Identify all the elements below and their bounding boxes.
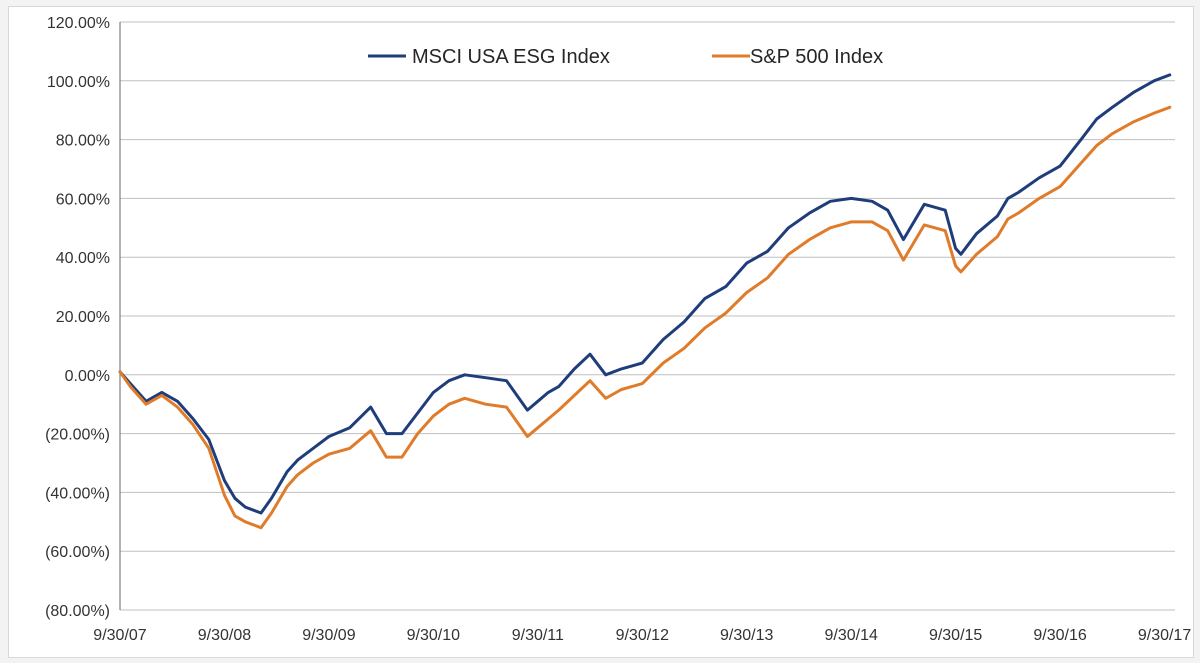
x-tick-label: 9/30/14 bbox=[824, 627, 877, 644]
gridlines bbox=[120, 21, 1175, 611]
y-tick-label: (60.00%) bbox=[45, 544, 110, 561]
chart-frame bbox=[8, 6, 1194, 658]
series-lines bbox=[118, 73, 1172, 530]
y-tick-label: (40.00%) bbox=[45, 485, 110, 502]
y-tick-label: 120.00% bbox=[47, 15, 110, 32]
x-tick-label: 9/30/09 bbox=[302, 627, 355, 644]
series-line-sp500 bbox=[118, 105, 1172, 530]
y-tick-labels: 120.00% 100.00% 80.00% 60.00% 40.00% 20.00% 0.… bbox=[45, 15, 110, 620]
x-tick-label: 9/30/10 bbox=[407, 627, 460, 644]
series-line-msci-usa-esg bbox=[118, 73, 1172, 515]
y-tick-label: (20.00%) bbox=[45, 427, 110, 444]
legend-label-msci: MSCI USA ESG Index bbox=[412, 46, 610, 68]
x-tick-label: 9/30/12 bbox=[616, 627, 669, 644]
y-tick-label: 0.00% bbox=[65, 368, 110, 385]
y-tick-label: 40.00% bbox=[56, 250, 110, 267]
y-tick-label: 20.00% bbox=[56, 309, 110, 326]
x-tick-label: 9/30/11 bbox=[512, 627, 564, 644]
x-tick-labels: 9/30/07 9/30/08 9/30/09 9/30/10 9/30/11 9/30/… bbox=[93, 627, 1191, 644]
y-tick-label: 80.00% bbox=[56, 133, 110, 150]
x-tick-label: 9/30/15 bbox=[929, 627, 982, 644]
y-tick-label: 100.00% bbox=[47, 74, 110, 91]
x-tick-label: 9/30/13 bbox=[720, 627, 773, 644]
legend: MSCI USA ESG Index S&P 500 Index bbox=[368, 46, 883, 68]
legend-label-sp500: S&P 500 Index bbox=[750, 46, 883, 68]
x-tick-label: 9/30/08 bbox=[198, 627, 251, 644]
x-tick-label: 9/30/07 bbox=[93, 627, 146, 644]
x-tick-label: 9/30/17 bbox=[1138, 627, 1191, 644]
x-tick-label: 9/30/16 bbox=[1033, 627, 1086, 644]
y-tick-label: (80.00%) bbox=[45, 603, 110, 620]
y-tick-label: 60.00% bbox=[56, 191, 110, 208]
